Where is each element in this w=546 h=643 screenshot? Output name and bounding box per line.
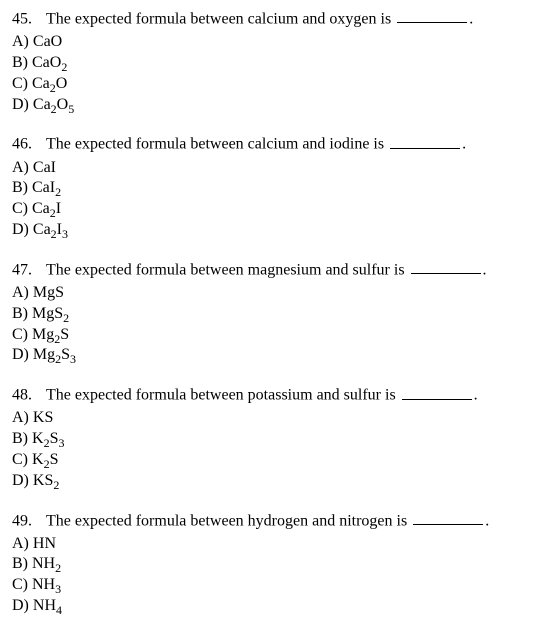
option-formula: MgS: [33, 284, 64, 301]
blank-line: [411, 259, 481, 274]
option-letter: C): [12, 451, 32, 468]
option: A) CaO: [12, 32, 534, 53]
question-number: 46.: [12, 136, 32, 153]
option-letter: C): [12, 75, 32, 92]
option-letter: A): [12, 33, 33, 50]
option-letter: A): [12, 284, 33, 301]
stem-text: The expected formula between potassium a…: [46, 387, 400, 404]
blank-line: [402, 384, 472, 399]
option-letter: A): [12, 409, 33, 426]
option: D) Mg2S3: [12, 345, 534, 366]
question-block: 45. The expected formula between calcium …: [12, 8, 534, 115]
option-letter: A): [12, 535, 33, 552]
question-stem: 48. The expected formula between potassiu…: [12, 384, 534, 406]
blank-line: [397, 8, 467, 23]
option-formula: NH2: [32, 555, 61, 572]
option: D) Ca2O5: [12, 95, 534, 116]
option: C) NH3: [12, 575, 534, 596]
stem-text: The expected formula between magnesium a…: [46, 261, 409, 278]
blank-line: [413, 510, 483, 525]
option-letter: D): [12, 597, 33, 614]
question-number: 47.: [12, 261, 32, 278]
options-list: A) CaIB) CaI2C) Ca2ID) Ca2I3: [12, 158, 534, 241]
question-stem: 47. The expected formula between magnesiu…: [12, 259, 534, 281]
option-formula: K2S: [32, 451, 58, 468]
option: A) KS: [12, 408, 534, 429]
stem-suffix: .: [469, 10, 473, 27]
blank-line: [390, 133, 460, 148]
question-stem: 45. The expected formula between calcium …: [12, 8, 534, 30]
option: D) KS2: [12, 471, 534, 492]
option-formula: NH4: [33, 597, 62, 614]
option-letter: B): [12, 305, 32, 322]
option: A) HN: [12, 534, 534, 555]
option: B) MgS2: [12, 304, 534, 325]
option-formula: Mg2S3: [33, 346, 76, 363]
stem-text: The expected formula between calcium and…: [46, 10, 395, 27]
option-letter: C): [12, 200, 32, 217]
option: D) Ca2I3: [12, 220, 534, 241]
stem-text: The expected formula between hydrogen an…: [46, 512, 411, 529]
question-number: 48.: [12, 387, 32, 404]
option-formula: CaI2: [32, 179, 61, 196]
option: B) CaO2: [12, 53, 534, 74]
option-letter: A): [12, 159, 33, 176]
option-letter: D): [12, 96, 33, 113]
question-block: 49. The expected formula between hydrogen…: [12, 510, 534, 617]
stem-suffix: .: [483, 261, 487, 278]
option-formula: Mg2S: [32, 326, 69, 343]
option-formula: CaO: [33, 33, 62, 50]
option: D) NH4: [12, 596, 534, 617]
question-stem: 46. The expected formula between calcium …: [12, 133, 534, 155]
option-formula: Ca2O5: [33, 96, 74, 113]
option: C) K2S: [12, 450, 534, 471]
question-block: 47. The expected formula between magnesiu…: [12, 259, 534, 366]
options-list: A) MgSB) MgS2C) Mg2SD) Mg2S3: [12, 283, 534, 366]
option-formula: HN: [33, 535, 56, 552]
option-formula: Ca2I3: [33, 221, 68, 238]
stem-suffix: .: [485, 512, 489, 529]
option-letter: C): [12, 326, 32, 343]
question-block: 46. The expected formula between calcium …: [12, 133, 534, 240]
option-formula: Ca2I: [32, 200, 61, 217]
option-letter: B): [12, 54, 32, 71]
stem-suffix: .: [474, 387, 478, 404]
option-letter: C): [12, 576, 32, 593]
stem-suffix: .: [462, 136, 466, 153]
question-stem: 49. The expected formula between hydrogen…: [12, 510, 534, 532]
option: B) K2S3: [12, 429, 534, 450]
option: B) CaI2: [12, 178, 534, 199]
option-formula: CaI: [33, 159, 56, 176]
option: C) Mg2S: [12, 325, 534, 346]
option-letter: B): [12, 430, 32, 447]
option-letter: B): [12, 555, 32, 572]
option-letter: D): [12, 346, 33, 363]
options-list: A) CaOB) CaO2C) Ca2OD) Ca2O5: [12, 32, 534, 115]
option-letter: B): [12, 179, 32, 196]
option: A) CaI: [12, 158, 534, 179]
option: B) NH2: [12, 554, 534, 575]
option: C) Ca2O: [12, 74, 534, 95]
options-list: A) KSB) K2S3C) K2SD) KS2: [12, 408, 534, 491]
option-formula: KS: [33, 409, 53, 426]
option: A) MgS: [12, 283, 534, 304]
option-formula: K2S3: [32, 430, 64, 447]
option-formula: CaO2: [32, 54, 67, 71]
options-list: A) HNB) NH2C) NH3D) NH4: [12, 534, 534, 617]
option: C) Ca2I: [12, 199, 534, 220]
option-formula: MgS2: [32, 305, 69, 322]
question-block: 48. The expected formula between potassiu…: [12, 384, 534, 491]
option-formula: NH3: [32, 576, 61, 593]
question-number: 45.: [12, 10, 32, 27]
option-letter: D): [12, 472, 33, 489]
option-letter: D): [12, 221, 33, 238]
stem-text: The expected formula between calcium and…: [46, 136, 388, 153]
question-number: 49.: [12, 512, 32, 529]
option-formula: Ca2O: [32, 75, 67, 92]
option-formula: KS2: [33, 472, 59, 489]
